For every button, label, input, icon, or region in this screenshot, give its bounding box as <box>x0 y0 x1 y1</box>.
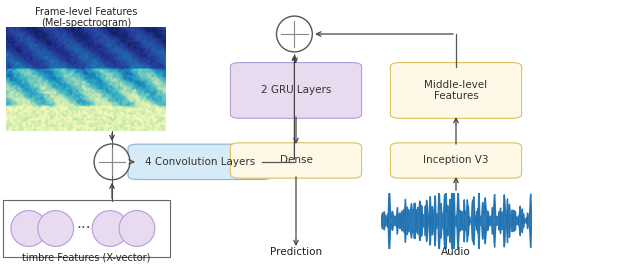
Ellipse shape <box>119 211 155 246</box>
Ellipse shape <box>276 16 312 52</box>
Text: 2 GRU Layers: 2 GRU Layers <box>261 85 331 95</box>
FancyBboxPatch shape <box>390 63 522 118</box>
FancyBboxPatch shape <box>128 144 272 180</box>
FancyBboxPatch shape <box>230 63 362 118</box>
Ellipse shape <box>38 211 74 246</box>
Text: 4 Convolution Layers: 4 Convolution Layers <box>145 157 255 167</box>
Text: timbre Features (X-vector): timbre Features (X-vector) <box>22 252 150 262</box>
FancyBboxPatch shape <box>3 200 170 257</box>
Text: Dense: Dense <box>280 156 312 165</box>
Text: Inception V3: Inception V3 <box>423 156 489 165</box>
Text: Audio: Audio <box>441 247 471 257</box>
Ellipse shape <box>92 211 128 246</box>
Text: ···: ··· <box>76 221 90 236</box>
Text: Middle-level
Features: Middle-level Features <box>424 80 488 101</box>
Text: Frame-level Features
(Mel-spectrogram): Frame-level Features (Mel-spectrogram) <box>35 7 138 28</box>
Ellipse shape <box>11 211 47 246</box>
FancyBboxPatch shape <box>230 143 362 178</box>
Ellipse shape <box>94 144 130 180</box>
Text: Prediction: Prediction <box>270 247 322 257</box>
FancyBboxPatch shape <box>390 143 522 178</box>
